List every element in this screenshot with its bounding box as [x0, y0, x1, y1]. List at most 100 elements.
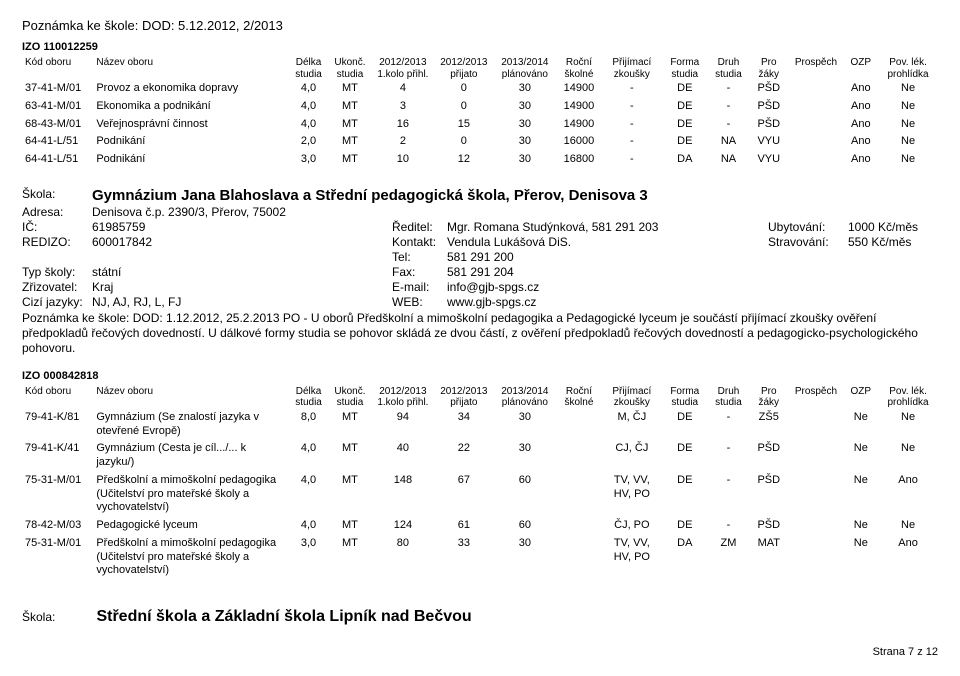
cell-c6: 30 [494, 151, 556, 169]
col-subheader-11: žáky [749, 69, 788, 81]
col-subheader-14: prohlídka [878, 69, 938, 81]
cell-c9: DE [662, 440, 708, 472]
cell-c4: 16 [372, 116, 434, 134]
label-type: Typ školy: [22, 265, 92, 279]
col-subheader-5: přijato [434, 69, 494, 81]
cell-c0: 64-41-L/51 [22, 151, 93, 169]
col-header-2: Délka [289, 57, 328, 69]
col-header-9: Forma [662, 57, 708, 69]
languages-value: NJ, AJ, RJ, L, FJ [92, 295, 392, 309]
cell-c6: 30 [494, 116, 556, 134]
col-header-7: Roční [556, 386, 602, 398]
cell-c1: Pedagogické lyceum [93, 517, 289, 535]
table-row: 63-41-M/01Ekonomika a podnikání4,0MT3030… [22, 98, 938, 116]
cell-c6: 30 [494, 98, 556, 116]
cell-c0: 79-41-K/41 [22, 440, 93, 472]
cell-c0: 68-43-M/01 [22, 116, 93, 134]
cell-c10: - [708, 80, 749, 98]
cell-c6: 60 [494, 472, 556, 517]
cell-c9: DA [662, 151, 708, 169]
col-header-14: Pov. lék. [878, 57, 938, 69]
cell-c13: Ne [844, 517, 879, 535]
cell-c12 [788, 517, 843, 535]
col-header-1: Název oboru [93, 386, 289, 398]
cell-c2: 2,0 [289, 133, 328, 151]
cell-c4: 2 [372, 133, 434, 151]
cell-c13: Ne [844, 535, 879, 580]
cell-c1: Předškolní a mimoškolní pedagogika (Učit… [93, 535, 289, 580]
col-header-4: 2012/2013 [372, 386, 434, 398]
cell-c3: MT [328, 409, 372, 441]
col-header-0: Kód oboru [22, 57, 93, 69]
cell-c11: PŠD [749, 472, 788, 517]
col-header-0: Kód oboru [22, 386, 93, 398]
col-header-13: OZP [844, 57, 879, 69]
col-header-9: Forma [662, 386, 708, 398]
col-header-4: 2012/2013 [372, 57, 434, 69]
col-subheader-2: studia [289, 397, 328, 409]
cell-c10: NA [708, 133, 749, 151]
cell-c5: 34 [434, 409, 494, 441]
cell-c14: Ne [878, 151, 938, 169]
cell-c13: Ano [844, 80, 879, 98]
table-row: 64-41-L/51Podnikání3,0MT10123016800-DANA… [22, 151, 938, 169]
redizo-value: 600017842 [92, 235, 392, 249]
cell-c10: - [708, 409, 749, 441]
table-row: 68-43-M/01Veřejnosprávní činnost4,0MT161… [22, 116, 938, 134]
col-subheader-10: studia [708, 397, 749, 409]
col-subheader-10: studia [708, 69, 749, 81]
cell-c10: - [708, 472, 749, 517]
school-address: Denisova č.p. 2390/3, Přerov, 75002 [92, 205, 286, 219]
col-subheader-1 [93, 69, 289, 81]
cell-c1: Gymnázium (Se znalostí jazyka v otevřené… [93, 409, 289, 441]
col-header-2: Délka [289, 386, 328, 398]
cell-c2: 3,0 [289, 535, 328, 580]
cell-c8: - [602, 116, 662, 134]
cell-c13: Ano [844, 133, 879, 151]
col-subheader-6: plánováno [494, 69, 556, 81]
label-director: Ředitel: [392, 220, 447, 234]
cell-c14: Ne [878, 517, 938, 535]
cell-c8: - [602, 151, 662, 169]
cell-c3: MT [328, 535, 372, 580]
cell-c7 [556, 517, 602, 535]
top-school-note: Poznámka ke škole: DOD: 5.12.2012, 2/201… [22, 18, 938, 33]
table-row: 64-41-L/51Podnikání2,0MT203016000-DENAVY… [22, 133, 938, 151]
col-header-5: 2012/2013 [434, 386, 494, 398]
cell-c3: MT [328, 80, 372, 98]
table-row: 75-31-M/01Předškolní a mimoškolní pedago… [22, 472, 938, 517]
cell-c3: MT [328, 116, 372, 134]
cell-c3: MT [328, 517, 372, 535]
cell-c6: 30 [494, 440, 556, 472]
accommodation-value: 1000 Kč/měs [848, 220, 938, 234]
cell-c3: MT [328, 440, 372, 472]
cell-c12 [788, 472, 843, 517]
label-address: Adresa: [22, 205, 92, 219]
cell-c7: 14900 [556, 116, 602, 134]
table-row: 79-41-K/41Gymnázium (Cesta je cíl.../...… [22, 440, 938, 472]
founder-value: Kraj [92, 280, 392, 294]
cell-c8: ČJ, PO [602, 517, 662, 535]
cell-c10: - [708, 98, 749, 116]
col-header-6: 2013/2014 [494, 386, 556, 398]
type-value: státní [92, 265, 392, 279]
table-header: Kód oboruNázev oboruDélkaUkonč.2012/2013… [22, 57, 938, 80]
col-header-8: Přijímací [602, 57, 662, 69]
cell-c12 [788, 535, 843, 580]
cell-c13: Ano [844, 116, 879, 134]
col-subheader-3: studia [328, 69, 372, 81]
col-header-10: Druh [708, 386, 749, 398]
cell-c9: DE [662, 80, 708, 98]
cell-c0: 78-42-M/03 [22, 517, 93, 535]
cell-c5: 0 [434, 133, 494, 151]
cell-c12 [788, 98, 843, 116]
page-counter: Strana 7 z 12 [22, 646, 938, 658]
cell-c7: 16000 [556, 133, 602, 151]
bottom-school-row: Škola: Střední škola a Základní škola Li… [22, 608, 938, 626]
col-header-11: Pro [749, 57, 788, 69]
col-header-1: Název oboru [93, 57, 289, 69]
cell-c14: Ne [878, 133, 938, 151]
cell-c6: 60 [494, 517, 556, 535]
cell-c11: PŠD [749, 80, 788, 98]
label-contact: Kontakt: [392, 235, 447, 249]
